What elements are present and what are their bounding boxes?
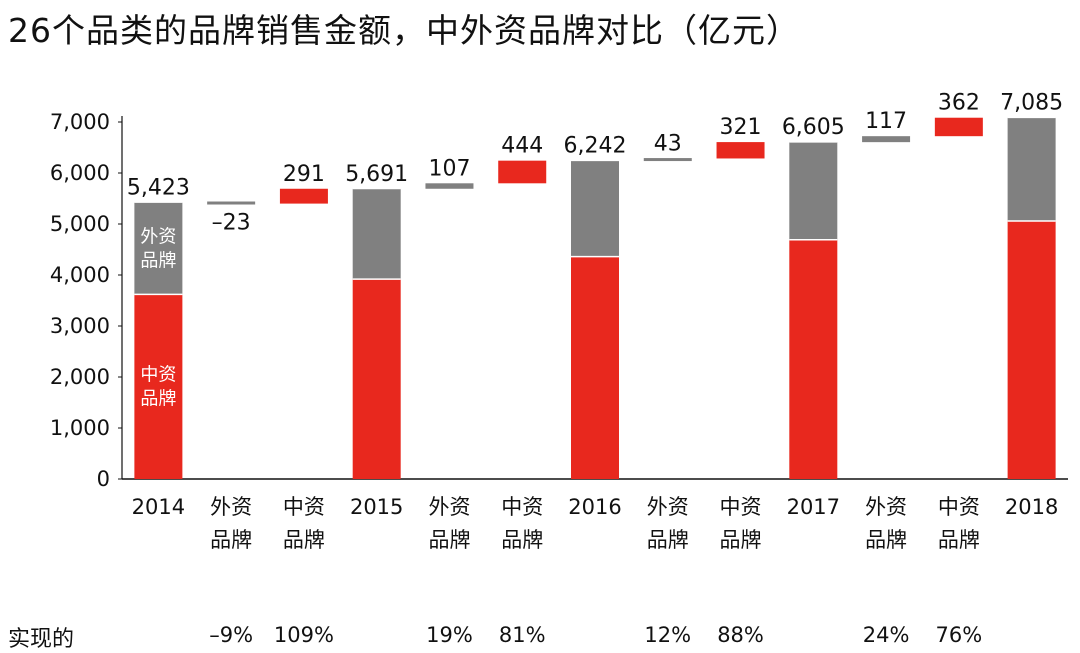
- bar-domestic-change: [716, 142, 765, 159]
- data-label: 291: [283, 162, 325, 187]
- data-label: 5,423: [127, 175, 190, 200]
- y-tick-label: 7,000: [50, 110, 110, 134]
- bar-domestic-change: [498, 160, 547, 184]
- bar-domestic-change: [934, 117, 983, 137]
- x-tick-label: 品牌: [501, 528, 543, 552]
- x-tick-label: 外资: [428, 495, 470, 519]
- x-tick-label: 品牌: [428, 528, 470, 552]
- data-label: 43: [654, 131, 682, 156]
- x-tick-label: 2014: [132, 495, 185, 519]
- contribution-row-label: 实现的: [8, 627, 75, 652]
- in-bar-label-domestic: 品牌: [140, 389, 176, 410]
- x-tick-label: 2017: [787, 495, 840, 519]
- y-tick-label: 1,000: [50, 416, 110, 440]
- x-tick-label: 2015: [350, 495, 403, 519]
- in-bar-label-domestic: 中资: [140, 365, 176, 386]
- bar-foreign-change: [425, 183, 474, 189]
- contribution-value: –9%: [209, 623, 253, 647]
- x-tick-label: 2016: [568, 495, 621, 519]
- chart-title: 26个品类的品牌销售金额，中外资品牌对比（亿元）: [8, 11, 800, 50]
- bar-foreign-segment: [789, 142, 838, 240]
- data-label: 117: [865, 109, 907, 134]
- x-tick-label: 品牌: [210, 528, 252, 552]
- x-tick-label: 中资: [720, 495, 762, 519]
- x-tick-label: 品牌: [283, 528, 325, 552]
- bar-domestic-segment: [134, 294, 183, 479]
- data-label: 6,242: [564, 134, 627, 159]
- contribution-value: 109%: [274, 623, 334, 647]
- x-tick-label: 中资: [501, 495, 543, 519]
- data-label: 107: [428, 156, 470, 181]
- bar-domestic-segment: [352, 279, 401, 479]
- bars: [134, 117, 1056, 479]
- in-bar-label-foreign: 品牌: [140, 250, 176, 271]
- contribution-value: 81%: [499, 623, 546, 647]
- bar-domestic-change: [279, 188, 328, 204]
- bar-domestic-segment: [1007, 220, 1056, 479]
- data-label: 444: [501, 134, 543, 159]
- bar-foreign-change: [862, 136, 911, 143]
- x-tick-label: 2018: [1005, 495, 1058, 519]
- x-tick-label: 品牌: [647, 528, 689, 552]
- y-tick-label: 0: [97, 467, 110, 491]
- bar-foreign-segment: [571, 160, 619, 257]
- contribution-value: 76%: [936, 623, 983, 647]
- x-tick-label: 品牌: [865, 528, 907, 552]
- bar-domestic-segment: [789, 239, 838, 479]
- data-label: 7,085: [1000, 91, 1063, 116]
- x-tick-label: 品牌: [720, 528, 762, 552]
- x-tick-label: 外资: [647, 495, 689, 519]
- bar-foreign-segment: [1007, 117, 1056, 221]
- data-label: 321: [720, 115, 762, 140]
- bar-foreign-segment: [352, 188, 401, 280]
- data-label: 362: [938, 91, 980, 116]
- contribution-value: 12%: [644, 623, 691, 647]
- y-tick-label: 4,000: [50, 263, 110, 287]
- contribution-value: 88%: [717, 623, 764, 647]
- y-tick-label: 6,000: [50, 161, 110, 185]
- y-tick-label: 5,000: [50, 212, 110, 236]
- contribution-value: 24%: [863, 623, 910, 647]
- x-tick-label: 外资: [210, 495, 252, 519]
- bar-domestic-segment: [571, 256, 619, 479]
- y-axis: 0 1,000 2,000 3,000 4,000 5,000 6,000 7,000: [50, 110, 1068, 491]
- in-bar-label-foreign: 外资: [140, 226, 176, 247]
- x-tick-label: 中资: [938, 495, 980, 519]
- contribution-row: –9% 109% 19% 81% 12% 88% 24% 76%: [209, 623, 982, 647]
- data-label: 5,691: [345, 162, 408, 187]
- y-tick-label: 2,000: [50, 365, 110, 389]
- x-tick-label: 外资: [865, 495, 907, 519]
- y-tick-label: 3,000: [50, 314, 110, 338]
- x-tick-label: 品牌: [938, 528, 980, 552]
- bar-foreign-change: [207, 201, 256, 205]
- bar-foreign-segment: [134, 202, 183, 295]
- x-tick-label: 中资: [283, 495, 325, 519]
- contribution-value: 19%: [426, 623, 473, 647]
- data-label: 6,605: [782, 115, 845, 140]
- bar-foreign-change: [643, 158, 692, 162]
- data-label: –23: [212, 211, 251, 236]
